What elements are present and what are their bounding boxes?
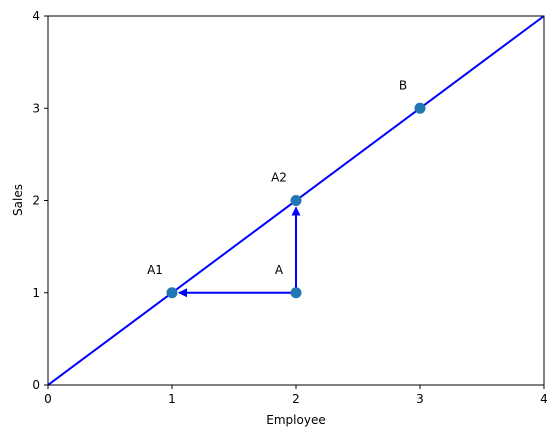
point-b <box>414 102 426 114</box>
point-label-a1: A1 <box>147 263 163 277</box>
point-a1 <box>166 287 178 299</box>
y-tick-label-3: 3 <box>32 101 40 115</box>
y-tick-label-2: 2 <box>32 194 40 208</box>
point-a2 <box>290 195 302 206</box>
y-tick-label-4: 4 <box>32 9 40 23</box>
x-axis-label: Employee <box>266 413 325 427</box>
y-axis-label: Sales <box>11 184 25 216</box>
x-axis: 0 1 2 3 4 <box>44 385 548 406</box>
y-tick-label-0: 0 <box>32 378 40 392</box>
x-tick-label-2: 2 <box>292 392 300 406</box>
x-tick-label-0: 0 <box>44 392 52 406</box>
plot-area: A1 A A2 B <box>47 15 545 386</box>
x-tick-label-4: 4 <box>540 392 548 406</box>
point-a <box>290 287 302 299</box>
point-label-a2: A2 <box>271 171 287 185</box>
y-tick-label-1: 1 <box>32 286 40 300</box>
point-label-a: A <box>275 263 284 277</box>
point-label-b: B <box>399 78 407 92</box>
x-tick-label-3: 3 <box>416 392 424 406</box>
y-axis: 0 1 2 3 4 <box>32 9 48 392</box>
x-tick-label-1: 1 <box>168 392 176 406</box>
